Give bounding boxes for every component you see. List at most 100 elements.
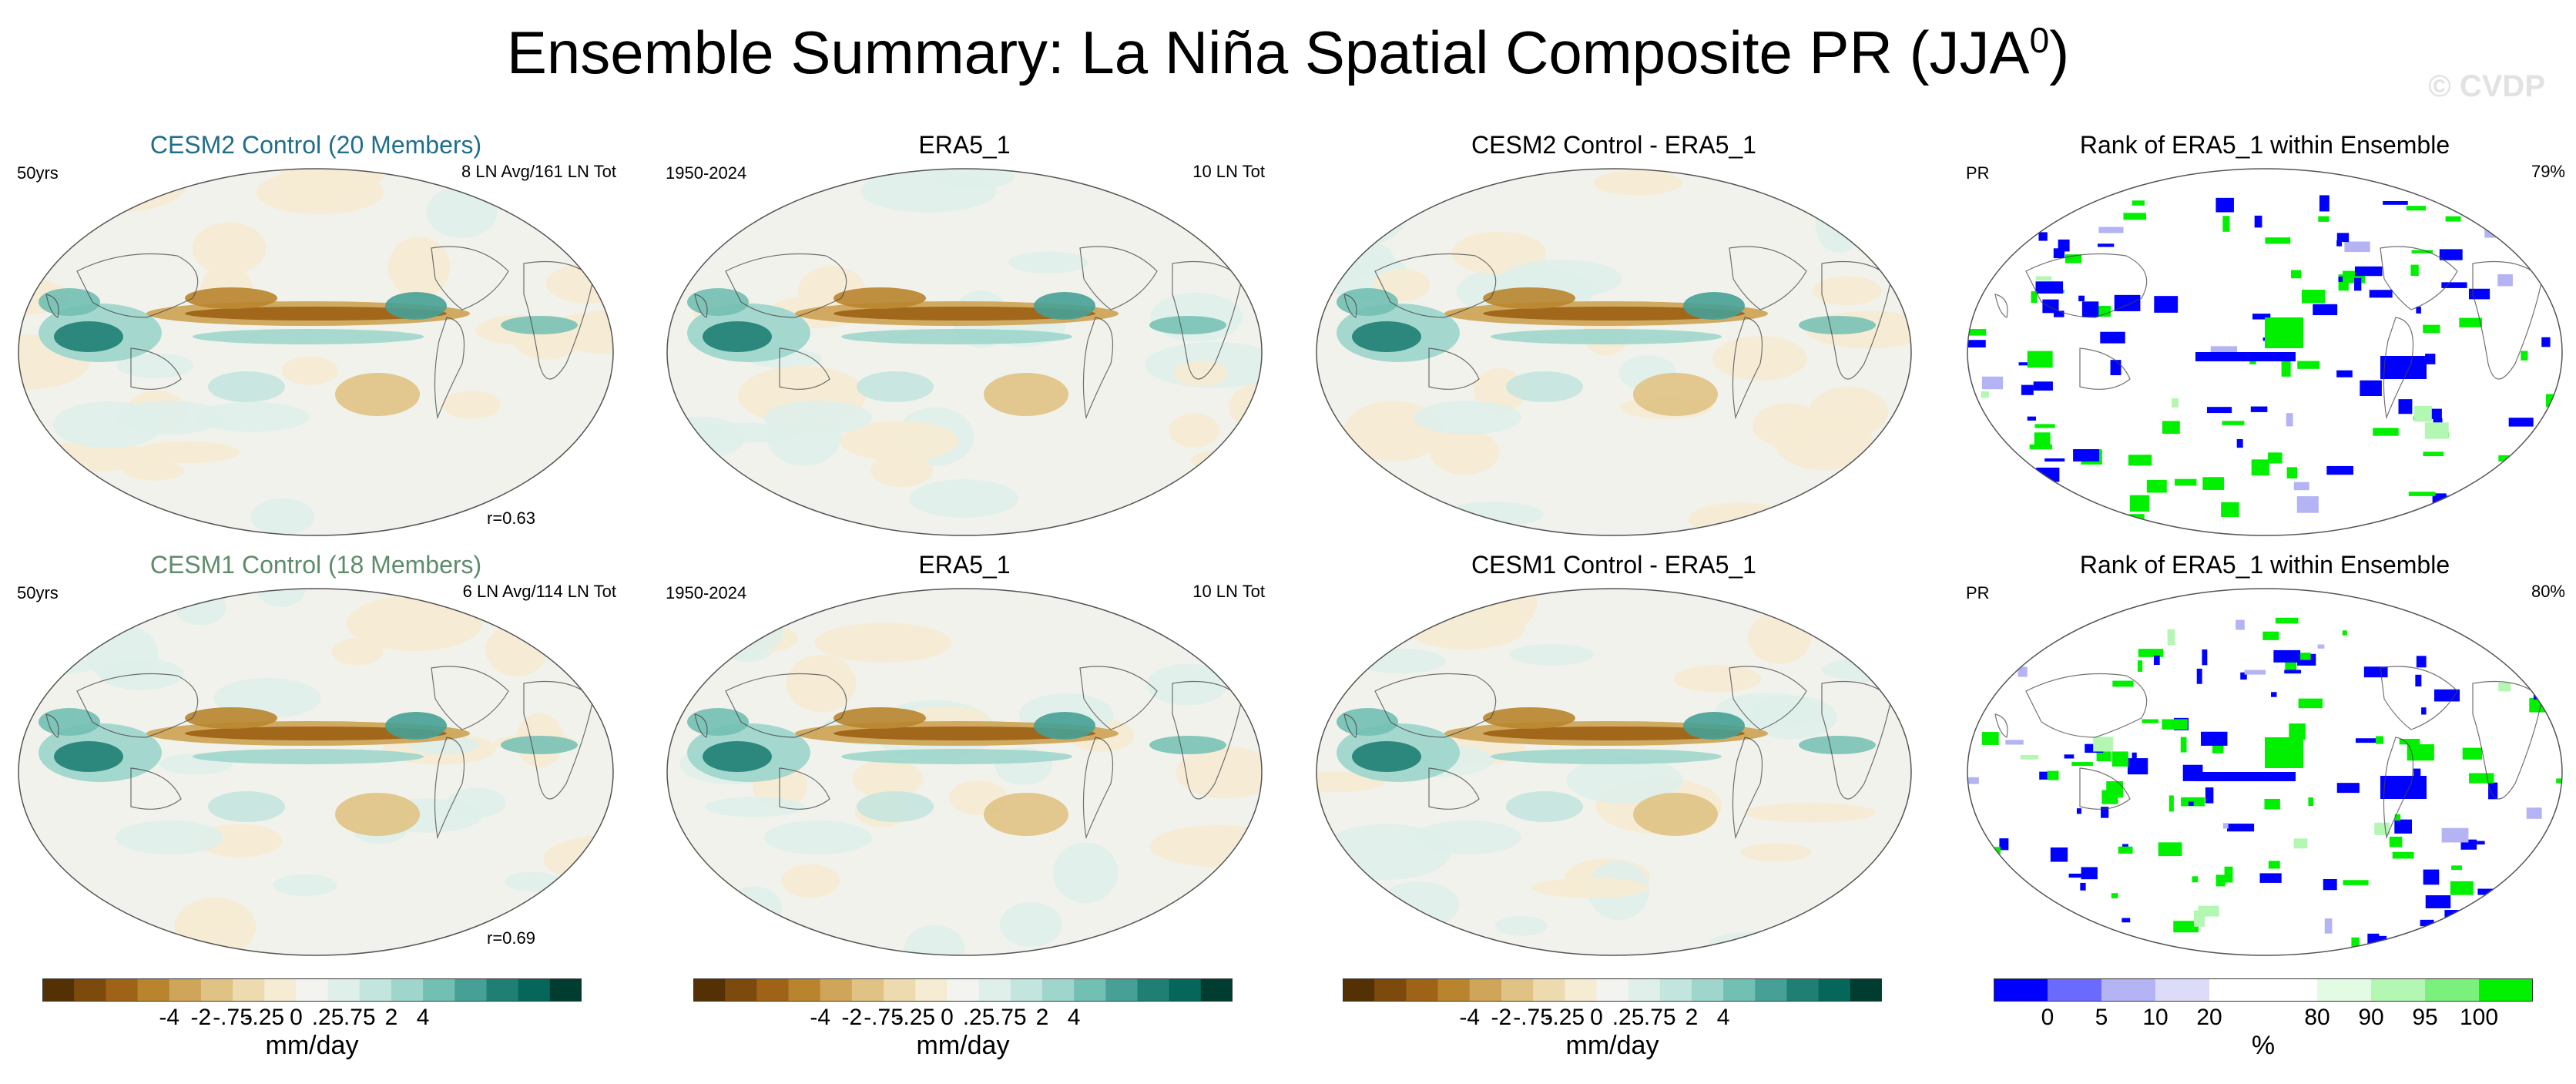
colorbar-swatch bbox=[1200, 978, 1233, 1002]
colorbar-tick: 0 bbox=[290, 1005, 303, 1030]
colorbar-swatch bbox=[788, 978, 821, 1002]
colorbar-tick: .25 bbox=[1612, 1005, 1645, 1030]
colorbar-1: -4 -2 -.75 -.25 0 .25.75 2 4 mm/day bbox=[42, 978, 582, 1071]
panel-left-label: PR bbox=[1966, 163, 1990, 183]
colorbar-tick: -.25 bbox=[1545, 1005, 1585, 1030]
colorbar-tick: -.75 bbox=[1513, 1005, 1553, 1030]
colorbar-2: -4 -2 -.75 -.25 0 .25.75 2 4 mm/day bbox=[693, 978, 1233, 1071]
panel-right-label: 6 LN Avg/114 LN Tot bbox=[462, 582, 616, 601]
colorbar-tick: 0 bbox=[941, 1005, 954, 1030]
panel-right-label: 80% bbox=[2531, 582, 2565, 601]
panel-left-label: 1950-2024 bbox=[666, 163, 747, 183]
colorbar-swatch bbox=[1343, 978, 1375, 1002]
colorbar-tick-labels: -4 -2 -.75 -.25 0 .25.75 2 4 bbox=[42, 1005, 582, 1035]
panel-right-label: 10 LN Tot bbox=[1192, 162, 1265, 181]
colorbar-tick: 80 bbox=[2304, 1005, 2330, 1030]
colorbar-tick: .25 bbox=[962, 1005, 995, 1030]
colorbar-swatch bbox=[1501, 978, 1534, 1002]
colorbar-tick: -.75 bbox=[213, 1005, 253, 1030]
panel-left-label: 50yrs bbox=[17, 583, 59, 602]
panel-title: CESM1 Control (18 Members) bbox=[149, 551, 482, 579]
colorbar-swatch bbox=[725, 978, 757, 1002]
colorbar-swatch bbox=[327, 978, 361, 1002]
colorbar-3: -4 -2 -.75 -.25 0 .25.75 2 4 mm/day bbox=[1343, 978, 1883, 1071]
colorbar-tick: 2 bbox=[384, 1005, 398, 1030]
map-panel-2: ERA5_1 1950-2024 10 LN Tot bbox=[664, 131, 1265, 555]
colorbar-swatch bbox=[391, 978, 424, 1002]
robinson-map bbox=[1316, 588, 1912, 956]
colorbar-swatch bbox=[2479, 978, 2534, 1002]
colorbar-tick: 90 bbox=[2358, 1005, 2384, 1030]
colorbar-tick: 4 bbox=[1716, 1005, 1730, 1030]
colorbar-tick: 2 bbox=[1035, 1005, 1049, 1030]
colorbar-tick: .75 bbox=[343, 1005, 376, 1030]
robinson-map bbox=[1316, 168, 1912, 536]
colorbar-tick: .25 bbox=[311, 1005, 344, 1030]
panel-right-label: 10 LN Tot bbox=[1192, 582, 1265, 601]
colorbar-swatch bbox=[1628, 978, 1661, 1002]
colorbar-units: % bbox=[2251, 1031, 2276, 1060]
robinson-map bbox=[666, 588, 1263, 956]
colorbar-swatch bbox=[1755, 978, 1787, 1002]
colorbar-tick: 2 bbox=[1685, 1005, 1699, 1030]
map-panel-6: ERA5_1 1950-2024 10 LN Tot bbox=[664, 551, 1265, 975]
robinson-map bbox=[18, 588, 614, 956]
colorbar-swatches bbox=[693, 978, 1233, 1002]
colorbar-swatch bbox=[1994, 978, 2048, 1002]
colorbar-tick-labels: -4 -2 -.75 -.25 0 .25.75 2 4 bbox=[693, 1005, 1233, 1035]
colorbar-swatch bbox=[1074, 978, 1106, 1002]
colorbar-swatch bbox=[884, 978, 916, 1002]
colorbar-swatch bbox=[1041, 978, 1075, 1002]
colorbar-swatch bbox=[1565, 978, 1597, 1002]
panel-correlation-label: r=0.69 bbox=[487, 928, 535, 948]
colorbar-swatch bbox=[74, 978, 106, 1002]
colorbar-swatch bbox=[1374, 978, 1407, 1002]
panel-title: CESM1 Control - ERA5_1 bbox=[1471, 551, 1756, 579]
panel-left-label: PR bbox=[1966, 583, 1990, 602]
colorbar-tick: -4 bbox=[159, 1005, 180, 1030]
robinson-map bbox=[18, 168, 614, 536]
colorbar-swatches bbox=[42, 978, 582, 1002]
colorbar-swatch bbox=[1105, 978, 1138, 1002]
colorbar-tick: -.25 bbox=[895, 1005, 936, 1030]
panel-title: ERA5_1 bbox=[918, 131, 1011, 159]
colorbar-swatch bbox=[2155, 978, 2210, 1002]
colorbar-swatch bbox=[1406, 978, 1439, 1002]
colorbar-swatch bbox=[1533, 978, 1565, 1002]
colorbar-tick: 4 bbox=[416, 1005, 430, 1030]
colorbar-tick: .75 bbox=[1643, 1005, 1676, 1030]
colorbar-swatch bbox=[2263, 978, 2318, 1002]
robinson-map bbox=[1967, 588, 2563, 956]
colorbar-swatch bbox=[2101, 978, 2156, 1002]
colorbar-tick: 10 bbox=[2142, 1005, 2168, 1030]
colorbar-swatch bbox=[1137, 978, 1170, 1002]
colorbar-swatch bbox=[169, 978, 202, 1002]
colorbar-tick-labels: -4 -2 -.75 -.25 0 .25.75 2 4 bbox=[1343, 1005, 1882, 1035]
panel-title: CESM2 Control (20 Members) bbox=[149, 131, 482, 159]
colorbar-swatch bbox=[978, 978, 1011, 1002]
colorbar-units: mm/day bbox=[1565, 1031, 1659, 1060]
colorbar-units: mm/day bbox=[916, 1031, 1010, 1060]
colorbar-swatch bbox=[106, 978, 139, 1002]
colorbar-tick: -2 bbox=[190, 1005, 212, 1030]
robinson-map bbox=[1967, 168, 2563, 536]
colorbar-tick: -4 bbox=[1459, 1005, 1481, 1030]
panel-left-label: 1950-2024 bbox=[666, 583, 747, 602]
robinson-map bbox=[666, 168, 1263, 536]
colorbar-swatch bbox=[693, 978, 726, 1002]
colorbar-tick: 95 bbox=[2412, 1005, 2438, 1030]
colorbar-tick: 0 bbox=[1590, 1005, 1603, 1030]
colorbar-swatch bbox=[1786, 978, 1820, 1002]
panel-right-label: 79% bbox=[2531, 162, 2565, 181]
panel-title: ERA5_1 bbox=[918, 551, 1011, 579]
colorbar-swatch bbox=[2048, 978, 2102, 1002]
colorbar-swatch bbox=[549, 978, 582, 1002]
map-panel-3: CESM2 Control - ERA5_1 bbox=[1313, 131, 1914, 555]
colorbar-swatch bbox=[359, 978, 392, 1002]
colorbar-tick: -.75 bbox=[864, 1005, 904, 1030]
colorbar-swatch bbox=[1169, 978, 1202, 1002]
panel-correlation-label: r=0.63 bbox=[487, 508, 535, 528]
colorbar-tick: .75 bbox=[994, 1005, 1027, 1030]
colorbar-tick: 0 bbox=[2041, 1005, 2054, 1030]
colorbar-swatch bbox=[2317, 978, 2372, 1002]
